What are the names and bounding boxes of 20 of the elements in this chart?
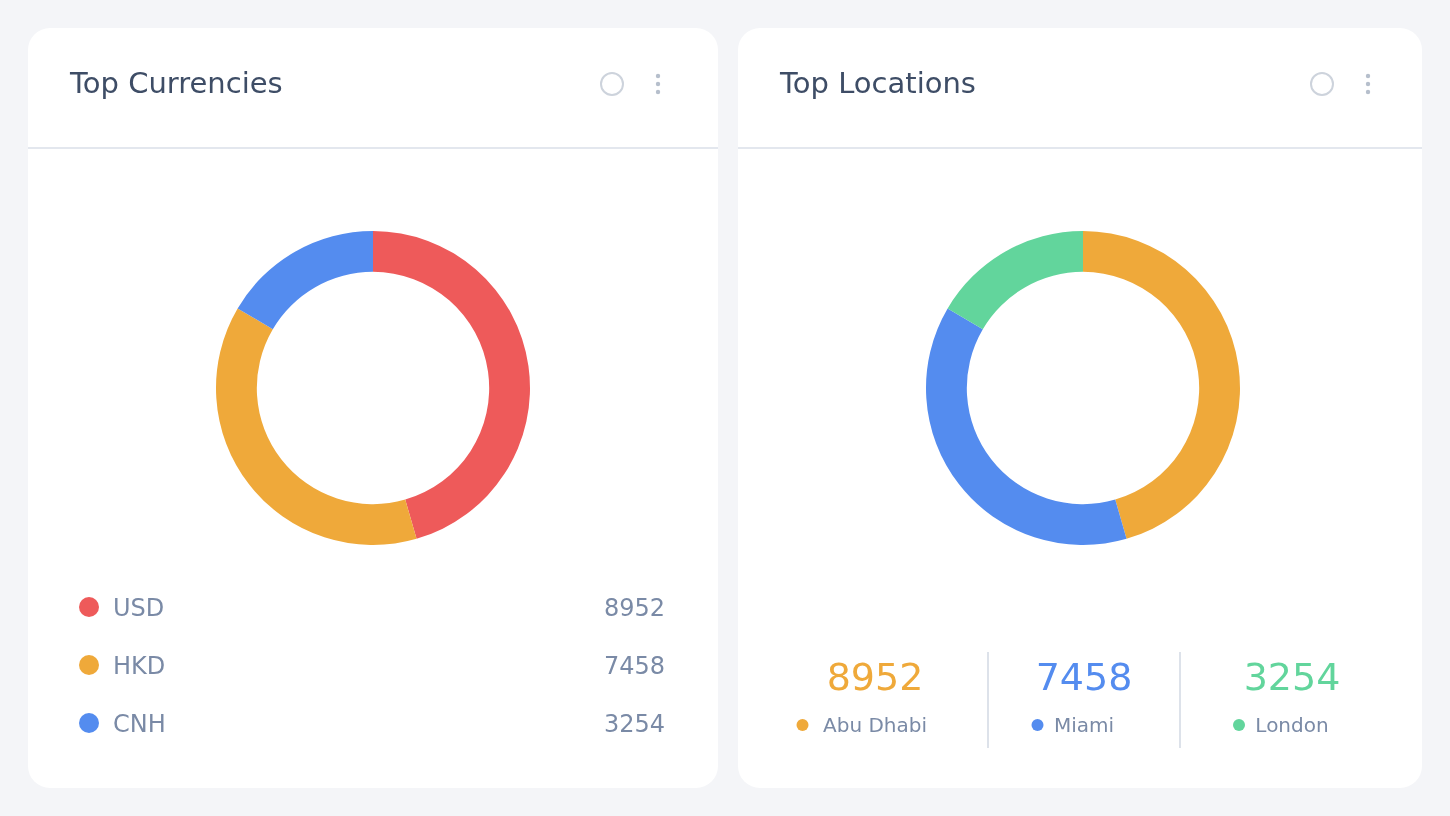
- legend-label: London: [1255, 713, 1329, 737]
- legend-label: Abu Dhabi: [823, 713, 927, 737]
- data-label: 7458: [1035, 655, 1133, 699]
- legend-label: CNH: [113, 710, 166, 738]
- donut-slice: [947, 231, 1083, 330]
- donut-slice: [216, 308, 417, 545]
- chart-title: Top Currencies: [69, 66, 283, 100]
- donut-slice: [926, 308, 1127, 545]
- donut-slice: [237, 231, 373, 330]
- legend-label: USD: [113, 594, 165, 622]
- data-label: 3254: [1243, 655, 1341, 699]
- legend-label: Miami: [1053, 713, 1115, 737]
- chart-title: Top Locations: [779, 66, 976, 100]
- data-label: 3254: [603, 710, 665, 738]
- data-label: 8952: [826, 655, 924, 699]
- donut-slice: [1083, 231, 1240, 539]
- legend-label: HKD: [113, 652, 166, 680]
- data-label: 8952: [603, 594, 665, 622]
- donut-slice: [373, 231, 530, 539]
- data-label: 7458: [603, 652, 665, 680]
